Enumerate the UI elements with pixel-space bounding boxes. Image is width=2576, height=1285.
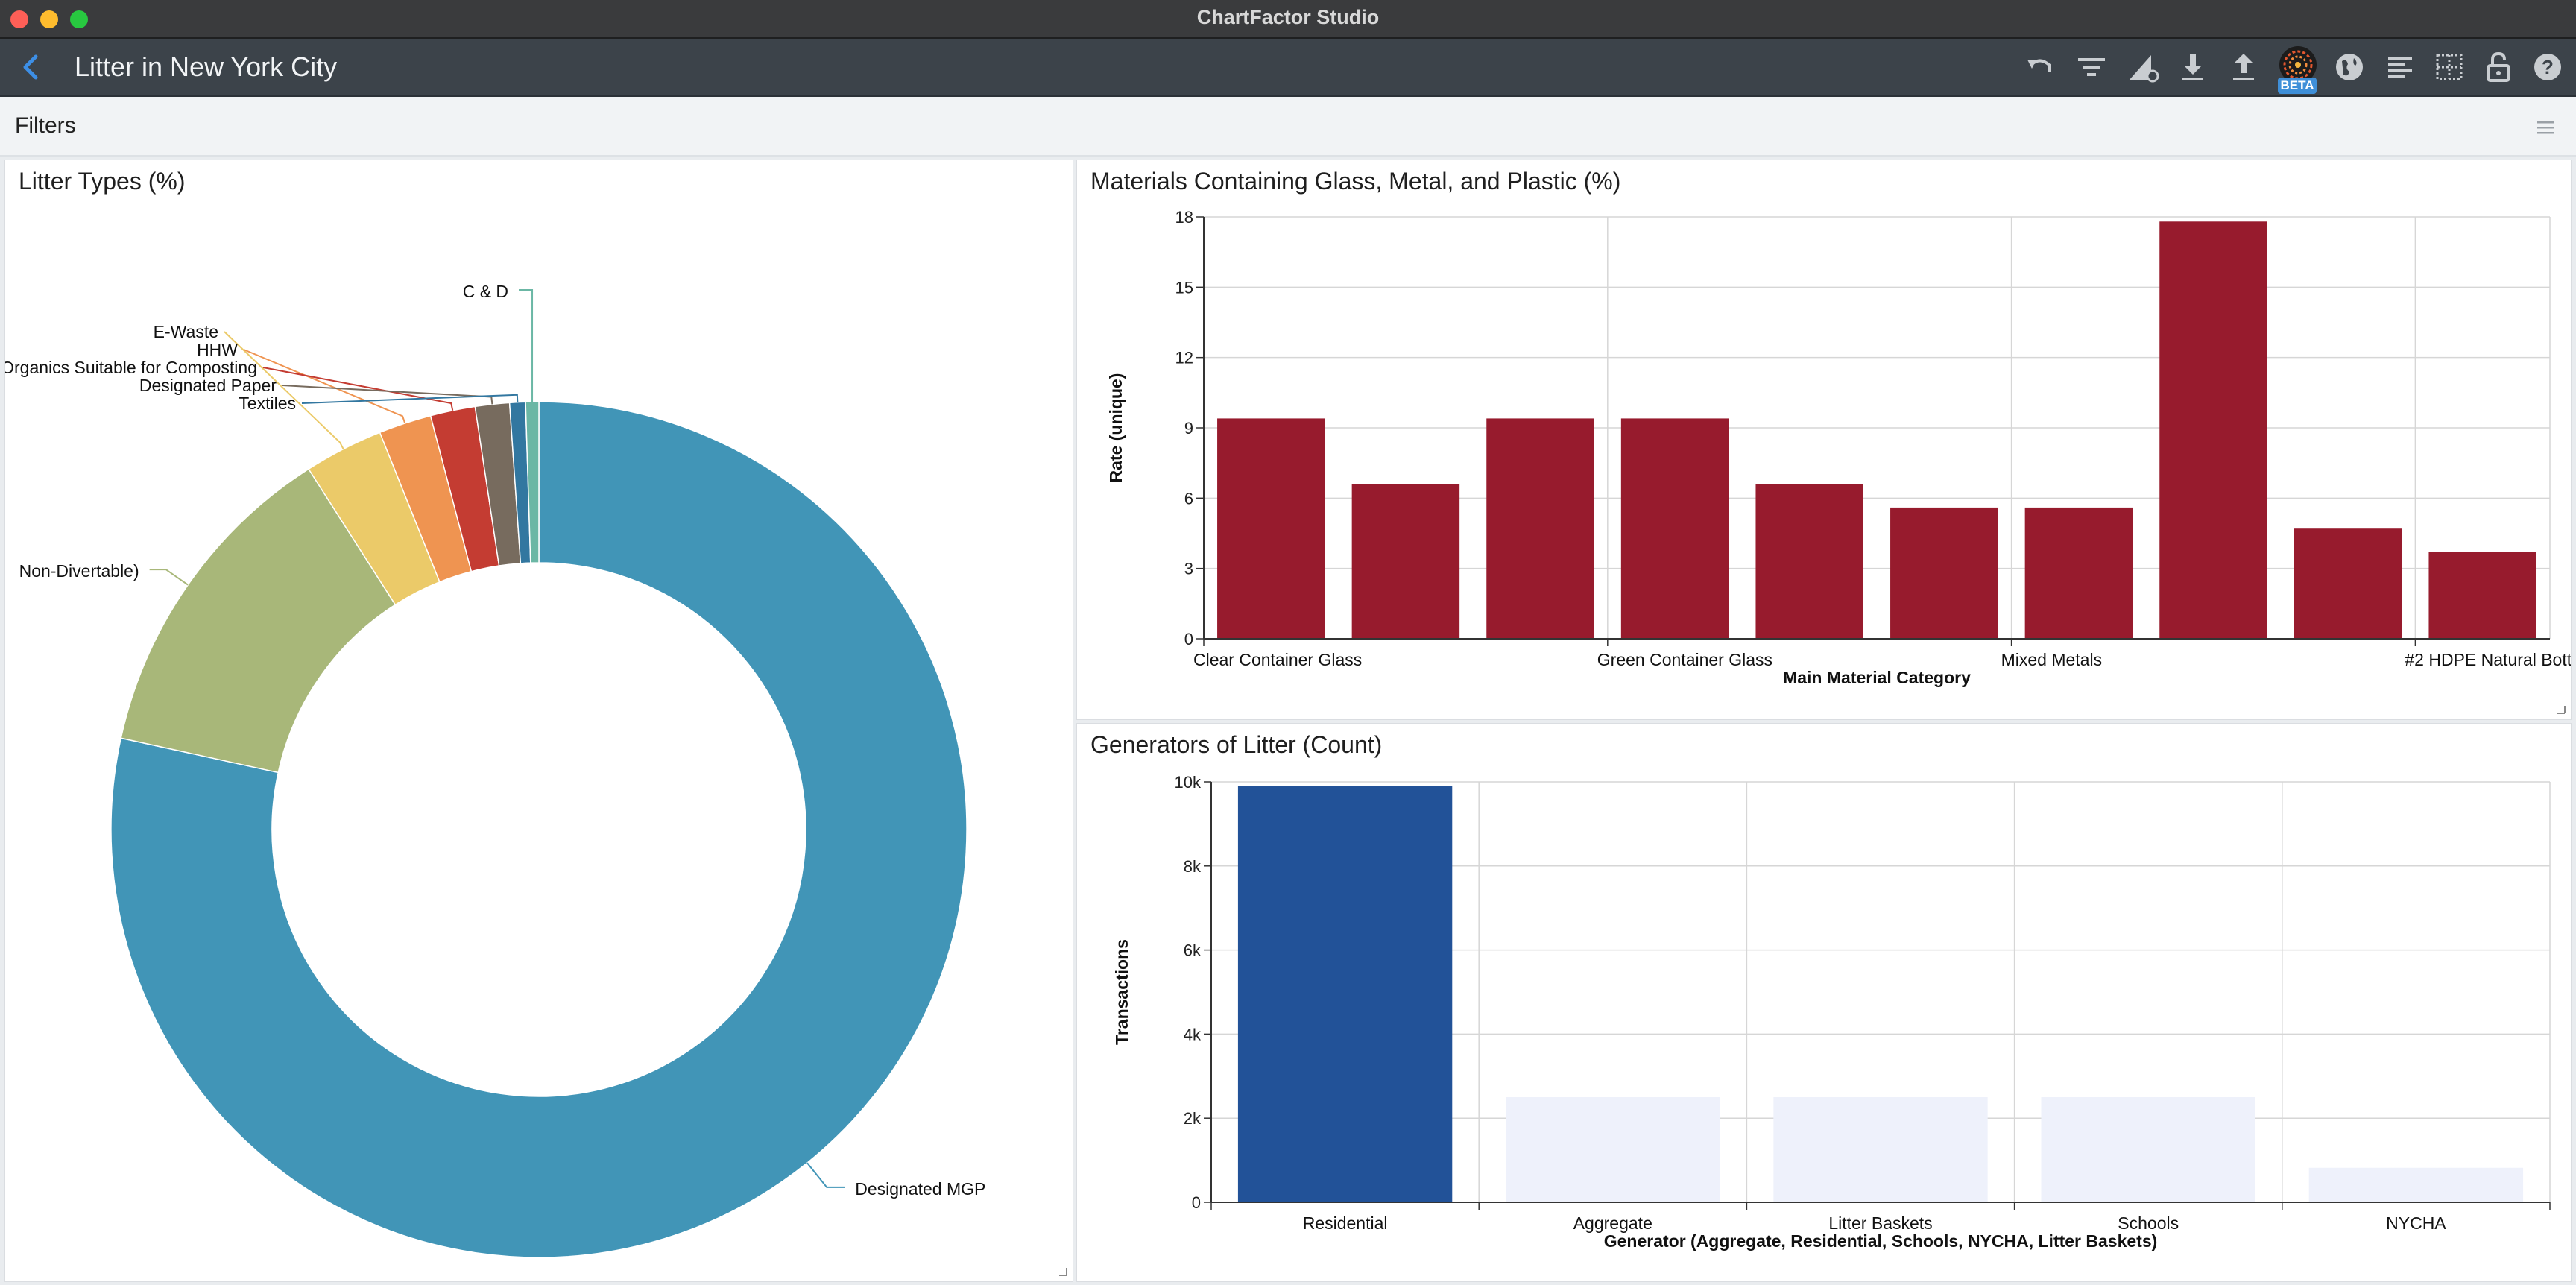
x-tick-label-mixed-metals: Mixed Metals (2001, 650, 2102, 669)
materials-plot-area: 0 3 6 9 12 15 18 Clear Container Glass Green Con… (1106, 208, 2571, 687)
litter-types-donut-chart: Designated MGP Non-Divertable) E-WasteHHWO… (5, 282, 985, 1258)
pie-label-c-d: C & D (463, 282, 508, 301)
help-icon[interactable]: ? (2530, 49, 2566, 85)
materials-title: Materials Containing Glass, Metal, and P… (1090, 168, 1621, 195)
y-tick-label: 10k (1175, 773, 1202, 792)
dashboard-title: Litter in New York City (75, 51, 338, 82)
y-tick-label: 8k (1184, 857, 1202, 876)
y-tick-label: 6k (1184, 941, 1202, 960)
materials-panel: Materials Containing Glass, Metal, and P… (1076, 160, 2572, 720)
x-tick-label-clear-container-glass: Clear Container Glass (1193, 650, 1362, 669)
svg-text:?: ? (2542, 56, 2554, 78)
zoom-window-button[interactable] (70, 10, 88, 28)
materials-bar-chart: 0 3 6 9 12 15 18 Clear Container Glass Green Con… (1106, 208, 2571, 687)
y-axis-title: Transactions (1112, 939, 1131, 1045)
generators-title: Generators of Litter (Count) (1090, 731, 1383, 758)
x-tick-label-schools: Schools (2118, 1213, 2179, 1233)
pie-label-hhw: HHW (197, 340, 238, 359)
materials-bar-5[interactable] (1890, 507, 1998, 639)
y-axis-title: Rate (unique) (1106, 373, 1126, 483)
y-tick-label: 12 (1175, 349, 1193, 367)
pie-label-line (519, 289, 534, 402)
materials-bar-3[interactable] (1620, 418, 1729, 639)
x-tick-label-residential: Residential (1303, 1213, 1388, 1233)
materials-bar-6[interactable] (2024, 507, 2133, 639)
filters-bar: Filters (0, 97, 2576, 157)
y-tick-label: 9 (1184, 419, 1193, 438)
pie-label-line (282, 385, 493, 405)
theme-settings-icon[interactable] (2124, 49, 2160, 85)
pie-label-non-divertable: Non-Divertable) (19, 561, 139, 581)
beta-badge: BETA (2278, 78, 2317, 94)
y-tick-label: 0 (1192, 1193, 1201, 1212)
app-toolbar: Litter in New York City (0, 39, 2576, 97)
materials-bar-0[interactable] (1217, 418, 1325, 639)
y-tick-label: 3 (1184, 560, 1193, 578)
y-tick-label: 4k (1184, 1025, 1202, 1044)
pie-label-organics-suitable-for-composting: Organics Suitable for Composting (5, 358, 257, 377)
y-tick-label: 15 (1175, 278, 1193, 297)
generators-bar-litter-baskets[interactable] (1773, 1097, 1988, 1202)
x-tick-label-green-container-glass: Green Container Glass (1597, 650, 1772, 669)
x-axis-title: Main Material Category (1783, 668, 1971, 687)
pie-slice-c-d[interactable] (525, 401, 540, 563)
close-window-button[interactable] (10, 10, 28, 28)
materials-bar-7[interactable] (2159, 221, 2267, 639)
generators-bar-residential[interactable] (1237, 786, 1453, 1202)
download-icon[interactable] (2175, 49, 2211, 85)
materials-bar-4[interactable] (1755, 484, 1863, 639)
materials-bar-2[interactable] (1486, 418, 1594, 639)
ai-assistant-icon[interactable] (2278, 45, 2318, 85)
x-tick-label-2-hdpe-natural-bottle: #2 HDPE Natural Bottle (2405, 650, 2571, 669)
x-axis-title: Generator (Aggregate, Residential, Schoo… (1604, 1231, 2158, 1251)
undo-icon[interactable] (2023, 49, 2059, 85)
pie-label-line (149, 569, 189, 586)
litter-types-panel: Litter Types (%) Designated MGP Non-Diver… (4, 160, 1073, 1282)
y-tick-label: 2k (1184, 1109, 1202, 1128)
filters-label: Filters (15, 113, 76, 138)
pie-label-line (243, 349, 406, 424)
x-tick-label-litter-baskets: Litter Baskets (1828, 1213, 1932, 1233)
generators-plot-area: 0 2k 4k 6k 8k 10k Residential Aggregate Litter B… (1112, 773, 2551, 1251)
resize-handle-icon[interactable] (2556, 704, 2566, 715)
pie-label-textiles: Textiles (239, 394, 296, 413)
pie-label-e-waste: E-Waste (154, 322, 218, 341)
materials-bar-8[interactable] (2294, 528, 2402, 639)
globe-icon[interactable] (2332, 49, 2367, 85)
generators-panel: Generators of Litter (Count) 0 2k 4k 6k 8k 10… (1076, 723, 2572, 1282)
y-tick-label: 18 (1175, 208, 1193, 227)
x-tick-label-aggregate: Aggregate (1573, 1213, 1652, 1233)
filter-icon[interactable] (2074, 49, 2109, 85)
pie-label-line (806, 1162, 845, 1188)
generators-bar-chart: 0 2k 4k 6k 8k 10k Residential Aggregate Litter B… (1112, 773, 2551, 1251)
upload-icon[interactable] (2226, 49, 2261, 85)
y-tick-label: 6 (1184, 489, 1193, 508)
text-align-icon[interactable] (2382, 49, 2418, 85)
resize-handle-icon[interactable] (1058, 1266, 1068, 1277)
pie-label-designated-paper: Designated Paper (139, 376, 277, 395)
materials-bar-9[interactable] (2428, 552, 2536, 639)
generators-bar-schools[interactable] (2041, 1097, 2255, 1202)
minimize-window-button[interactable] (40, 10, 58, 28)
back-chevron-icon[interactable] (16, 52, 46, 82)
generators-bar-aggregate[interactable] (1506, 1097, 1720, 1202)
pie-label-line (224, 331, 344, 449)
generators-bar-nycha[interactable] (2308, 1167, 2524, 1202)
litter-types-title: Litter Types (%) (19, 168, 186, 195)
materials-bar-1[interactable] (1351, 484, 1460, 639)
filters-menu-icon[interactable] (2534, 116, 2557, 139)
y-tick-label: 0 (1184, 630, 1193, 648)
pie-label-line (301, 394, 519, 404)
pie-label-designated-mgp: Designated MGP (855, 1179, 985, 1199)
unlock-icon[interactable] (2481, 49, 2516, 85)
grid-icon[interactable] (2431, 49, 2467, 85)
pie-slice-non-divertable[interactable] (120, 468, 397, 774)
pie-label-line (262, 367, 454, 411)
x-tick-label-nycha: NYCHA (2386, 1213, 2446, 1233)
window-titlebar: ChartFactor Studio (0, 0, 2576, 39)
app-title: ChartFactor Studio (1196, 6, 1380, 28)
pie-slice-designated-mgp[interactable] (110, 401, 967, 1258)
